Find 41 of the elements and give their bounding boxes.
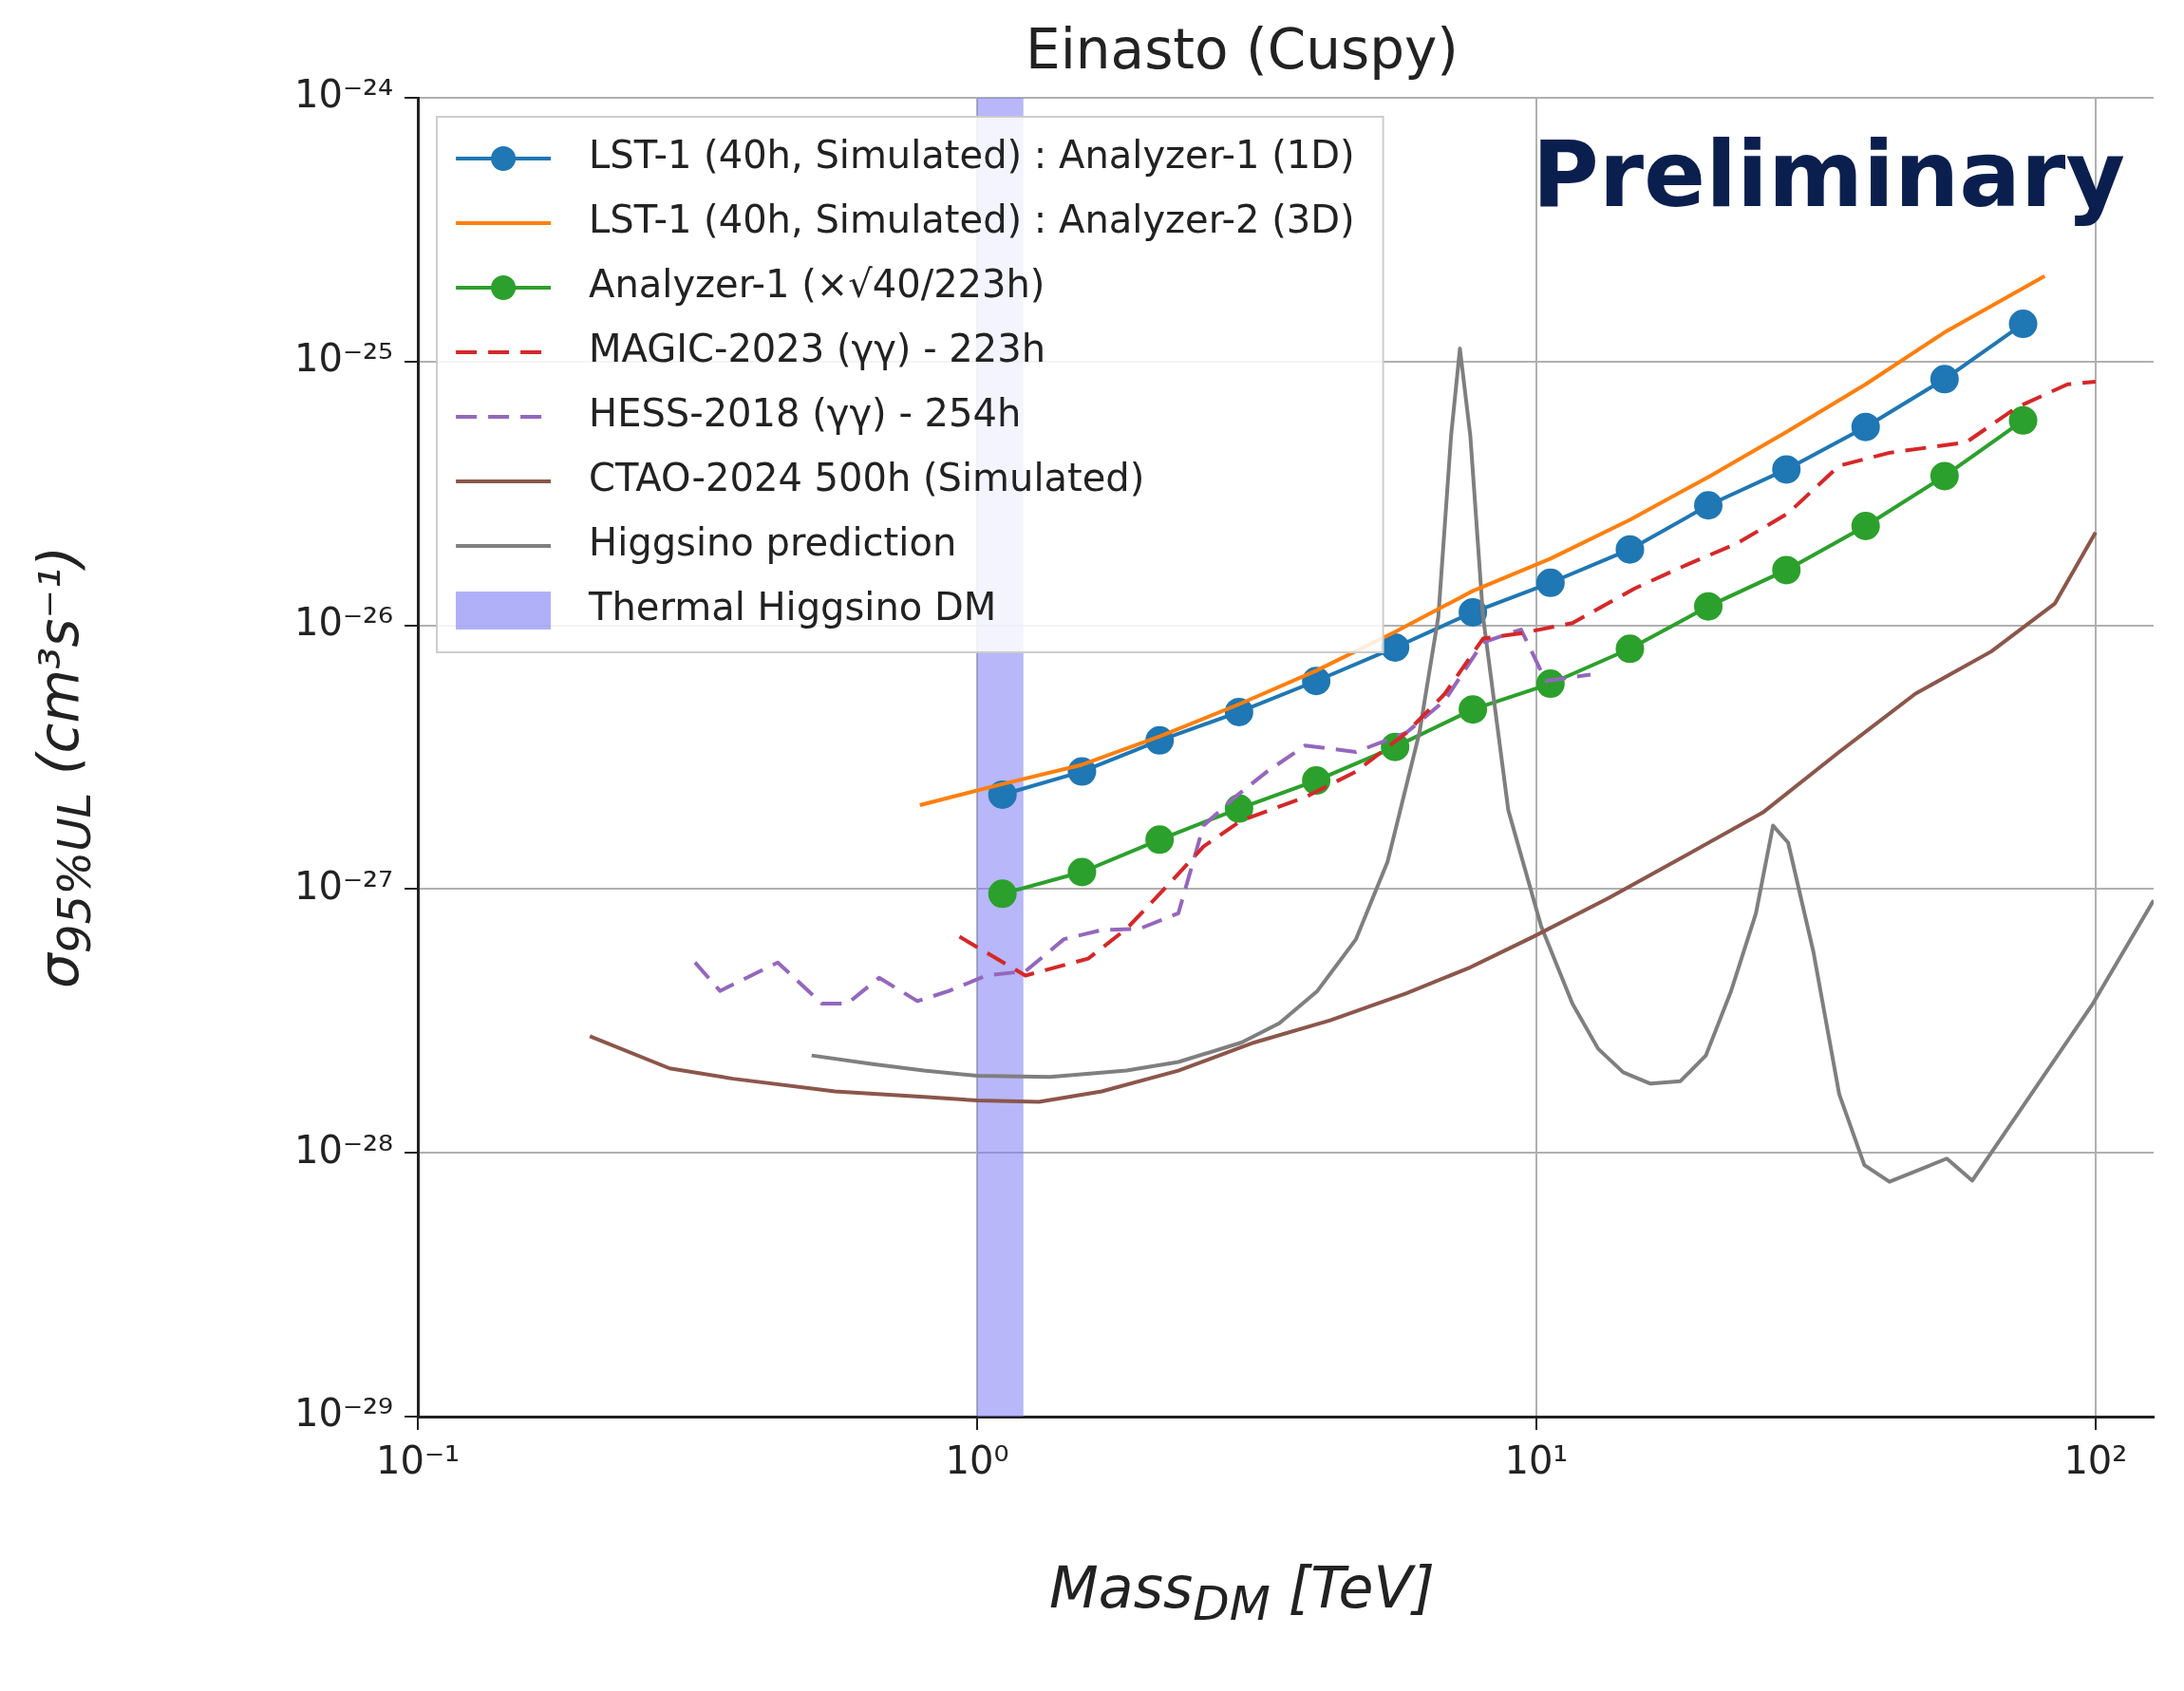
x-tick-label: 10⁰ (945, 1438, 1009, 1483)
x-tick-label: 10¹ (1504, 1438, 1569, 1483)
legend-label: MAGIC-2023 (γγ) - 223h (589, 327, 1046, 371)
y-tick-label: 10⁻²⁵ (293, 336, 394, 381)
x-tick-label: 10⁻¹ (376, 1438, 461, 1483)
point (1615, 634, 1645, 664)
point (1694, 592, 1723, 621)
legend-label: LST-1 (40h, Simulated) : Analyzer-2 (3D) (589, 197, 1355, 242)
point (1694, 491, 1723, 520)
point (1772, 455, 1801, 484)
point (1851, 412, 1880, 442)
band-label: Thermal Higgsino DM (588, 585, 997, 629)
annotation: Preliminary (1532, 122, 2125, 228)
chart-title: Einasto (Cuspy) (1025, 17, 1459, 82)
point (1224, 794, 1253, 823)
y-tick-label: 10⁻²⁶ (293, 599, 394, 644)
point (1067, 857, 1097, 887)
point (988, 879, 1017, 909)
y-tick-label: 10⁻²⁴ (293, 72, 394, 117)
x-tick-label: 10² (2063, 1438, 2128, 1483)
y-tick-label: 10⁻²⁹ (293, 1391, 394, 1436)
legend-label: CTAO-2024 500h (Simulated) (589, 456, 1145, 500)
point (1615, 535, 1645, 564)
point (1930, 365, 1959, 394)
point (1381, 632, 1410, 662)
legend-label: Higgsino prediction (589, 520, 957, 565)
y-tick-label: 10⁻²⁸ (293, 1127, 394, 1172)
point (988, 780, 1017, 809)
point (1772, 555, 1801, 585)
x-axis-title: Mass$_{DM}$ [TeV] (1048, 1554, 1436, 1631)
point (1930, 461, 1959, 491)
point (1459, 695, 1488, 724)
point (1851, 511, 1880, 540)
point (2008, 405, 2038, 435)
legend-label: LST-1 (40h, Simulated) : Analyzer-1 (1D) (589, 133, 1355, 178)
legend-label: HESS-2018 (γγ) - 254h (589, 391, 1022, 436)
point (1535, 568, 1565, 597)
legend-label: Analyzer-1 (×√40/223h) (589, 262, 1045, 307)
y-tick-label: 10⁻²⁷ (293, 863, 394, 908)
point (2008, 310, 2038, 339)
point (1145, 825, 1175, 855)
